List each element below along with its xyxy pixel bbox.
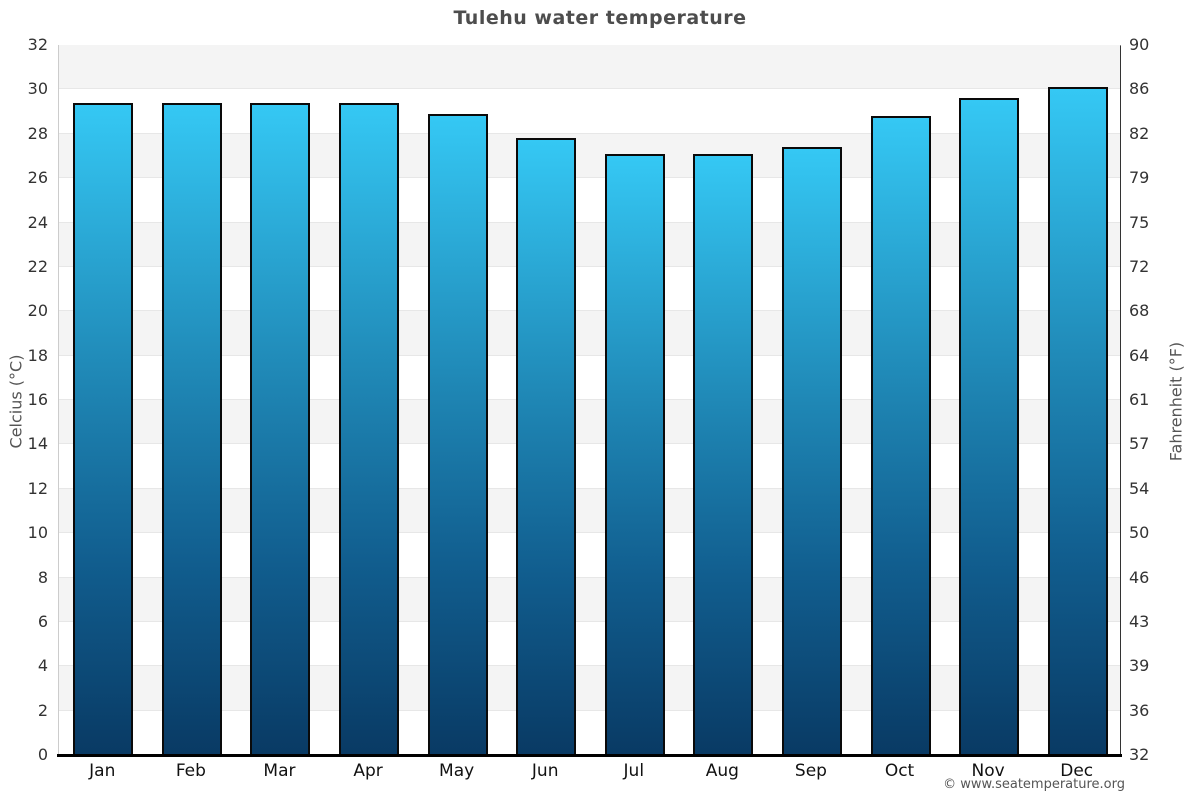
x-label-apr: Apr: [353, 761, 383, 781]
grid-band: [59, 666, 1120, 711]
ytick-fahrenheit-61: 61: [1129, 390, 1150, 409]
ytick-fahrenheit-82: 82: [1129, 123, 1150, 143]
chart-title: Tulehu water temperature: [453, 7, 747, 29]
grid-band: [59, 488, 1120, 534]
ytick-fahrenheit-79: 79: [1129, 168, 1150, 188]
gridline: [59, 177, 1120, 179]
grid-band: [59, 222, 1120, 267]
grid-band: [59, 45, 1120, 90]
ytick-celsius-32: 32: [27, 35, 48, 54]
ytick-fahrenheit-36: 36: [1129, 700, 1150, 720]
bar-nov[interactable]: [959, 98, 1020, 755]
ytick-fahrenheit-39: 39: [1129, 656, 1150, 676]
grid-band: [59, 133, 1120, 179]
ytick-fahrenheit-90: 90: [1129, 35, 1150, 54]
gridline: [59, 709, 1120, 711]
bar-dec[interactable]: [1047, 87, 1108, 755]
bar-jun[interactable]: [516, 138, 577, 755]
x-label-jun: Jun: [531, 761, 559, 781]
ytick-fahrenheit-72: 72: [1129, 256, 1150, 276]
bar-may[interactable]: [427, 113, 488, 755]
bar-apr[interactable]: [339, 102, 400, 755]
gridline: [59, 354, 1120, 356]
x-axis-line: [57, 754, 1122, 757]
ytick-celsius-6: 6: [37, 611, 48, 631]
ytick-celsius-28: 28: [27, 123, 48, 143]
gridline: [59, 532, 1120, 534]
ytick-fahrenheit-57: 57: [1129, 434, 1150, 454]
x-label-sep: Sep: [794, 761, 827, 781]
bar-mar[interactable]: [250, 102, 311, 755]
gridline: [59, 399, 1120, 400]
ytick-fahrenheit-46: 46: [1129, 567, 1150, 587]
gridline: [59, 221, 1120, 223]
ytick-fahrenheit-75: 75: [1129, 212, 1150, 232]
ytick-celsius-10: 10: [27, 523, 48, 543]
plot-area: [58, 45, 1121, 755]
x-label-feb: Feb: [175, 761, 206, 781]
ytick-celsius-22: 22: [27, 256, 48, 276]
ytick-celsius-16: 16: [27, 390, 48, 409]
bar-feb[interactable]: [161, 102, 222, 755]
gridline: [59, 576, 1120, 578]
x-label-jul: Jul: [623, 761, 645, 781]
x-label-nov: Nov: [971, 761, 1005, 781]
ytick-fahrenheit-43: 43: [1129, 611, 1150, 631]
grid-band: [59, 400, 1120, 445]
grid-band: [59, 577, 1120, 622]
bar-sep[interactable]: [781, 147, 842, 755]
x-label-dec: Dec: [1060, 761, 1094, 781]
ytick-celsius-26: 26: [27, 168, 48, 188]
ytick-celsius-2: 2: [37, 700, 48, 720]
ytick-fahrenheit-68: 68: [1129, 301, 1150, 321]
bar-oct[interactable]: [870, 116, 931, 755]
x-label-jan: Jan: [89, 761, 116, 781]
ytick-fahrenheit-86: 86: [1129, 79, 1150, 99]
copyright-credit: © www.seatemperature.org: [943, 777, 1125, 792]
x-label-oct: Oct: [884, 761, 915, 781]
bar-jul[interactable]: [604, 153, 665, 755]
gridline: [59, 443, 1120, 445]
ytick-fahrenheit-54: 54: [1129, 478, 1150, 498]
gridline: [59, 665, 1120, 667]
ytick-fahrenheit-32: 32: [1129, 745, 1150, 764]
gridline: [59, 265, 1120, 267]
ytick-celsius-14: 14: [27, 434, 48, 454]
grid-band: [59, 311, 1120, 356]
gridline: [59, 88, 1120, 90]
bar-aug[interactable]: [693, 153, 754, 755]
gridline: [59, 132, 1120, 134]
x-label-aug: Aug: [705, 761, 739, 781]
x-label-mar: Mar: [263, 761, 296, 781]
gridline: [59, 487, 1120, 489]
gridline: [59, 310, 1120, 312]
ytick-celsius-4: 4: [37, 656, 48, 676]
ytick-celsius-24: 24: [27, 212, 48, 232]
gridline: [59, 620, 1120, 622]
ytick-celsius-30: 30: [27, 79, 48, 99]
ytick-celsius-12: 12: [27, 478, 48, 498]
ytick-celsius-18: 18: [27, 345, 48, 365]
x-label-may: May: [439, 761, 475, 781]
ytick-fahrenheit-50: 50: [1129, 523, 1150, 543]
ytick-fahrenheit-64: 64: [1129, 345, 1150, 365]
ytick-celsius-20: 20: [27, 301, 48, 321]
ytick-celsius-8: 8: [37, 567, 48, 587]
bar-jan[interactable]: [73, 102, 134, 755]
ytick-celsius-0: 0: [37, 745, 48, 764]
